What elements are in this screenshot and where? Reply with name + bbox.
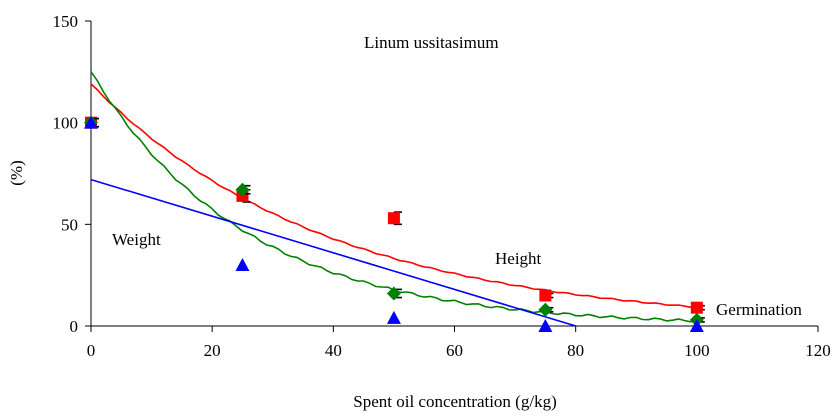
axes: 0 20 40 60 80 100 120 0 50 100 150 [53,12,831,360]
x-tick-label: 120 [805,341,831,360]
weight-annotation: Weight [112,230,161,249]
data-point-square [387,212,400,225]
data-point-triangle [538,319,553,332]
x-tick-label: 40 [325,341,342,360]
species-annotation: Linum ussitasimum [364,33,499,52]
germination-annotation: Germination [716,300,802,319]
data-point-triangle [235,258,250,271]
fit-line-series-2 [90,178,576,327]
x-tick-label: 60 [446,341,463,360]
y-tick-label: 50 [61,215,78,234]
x-axis-title: Spent oil concentration (g/kg) [353,392,556,411]
chart-text: Linum ussitasimum Weight Height Germinat… [7,33,802,411]
data-markers [84,115,705,332]
y-axis-title: (%) [7,160,26,185]
data-point-diamond [235,182,250,197]
data-point-diamond [538,302,553,317]
data-point-triangle [689,319,704,332]
x-tick-label: 20 [204,341,221,360]
height-annotation: Height [495,249,542,268]
y-tick-label: 150 [53,12,79,31]
data-point-triangle [84,115,98,129]
y-tick-label: 100 [53,114,79,133]
data-point-triangle [386,310,401,324]
x-tick-label: 100 [684,341,710,360]
x-tick-label: 80 [567,341,584,360]
fit-line-series-0 [90,83,697,309]
y-tick-label: 0 [70,317,79,336]
data-point-diamond [386,286,401,301]
fit-line-series-1 [90,71,697,323]
data-point-square [539,289,552,302]
x-tick-label: 0 [87,341,96,360]
data-point-square [690,301,703,314]
